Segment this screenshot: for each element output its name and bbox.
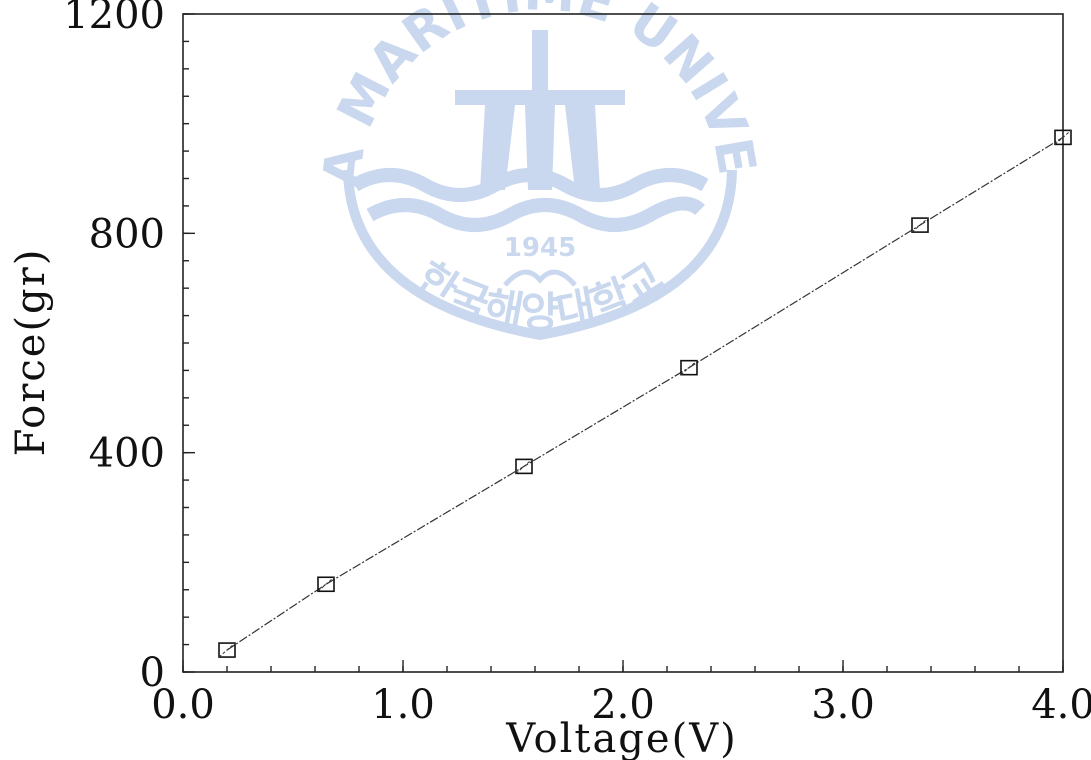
x-tick-label: 0.0: [151, 682, 215, 728]
y-axis-tick-labels: 0 400 800 1200: [63, 0, 165, 696]
university-seal-watermark: KOREA MARITIME UNIVERSITY 1945 한국해양대학교: [0, 0, 767, 341]
seal-wave-2: [366, 196, 705, 232]
y-tick-label: 400: [89, 431, 165, 477]
data-point: [911, 217, 929, 233]
seal-korean-text: 한국해양대학교: [408, 252, 672, 336]
marker-diagonal: [1054, 129, 1072, 145]
marker-diagonal: [680, 360, 698, 376]
y-tick-label: 800: [89, 211, 165, 257]
x-tick-label: 2.0: [591, 682, 655, 728]
data-point: [680, 359, 698, 376]
x-tick-label: 1.0: [371, 682, 435, 728]
x-tick-label: 4.0: [1031, 682, 1091, 728]
x-axis-ticks: [182, 660, 1064, 672]
square-marker: [218, 642, 236, 658]
y-axis-ticks: [183, 13, 195, 673]
data-point: [515, 458, 533, 475]
x-tick-label: 3.0: [811, 682, 875, 728]
square-marker: [1054, 129, 1072, 146]
plot-frame: [182, 13, 1064, 673]
marker-diagonal: [317, 576, 335, 592]
square-marker: [680, 359, 698, 376]
marker-diagonal: [911, 217, 929, 233]
x-axis-tick-labels: 0.0 1.0 2.0 3.0 4.0: [151, 682, 1091, 728]
y-tick-label: 1200: [63, 0, 165, 38]
seal-mast-shape: [532, 30, 548, 92]
square-marker: [317, 576, 335, 593]
y-tick-label: 0: [140, 650, 165, 696]
x-axis-title: Voltage(V): [505, 716, 737, 760]
series-group: [218, 129, 1072, 658]
series-line: [226, 136, 1064, 651]
square-marker: [515, 458, 533, 475]
seal-year: 1945: [504, 233, 576, 263]
data-point: [218, 642, 236, 658]
marker-diagonal: [515, 458, 533, 474]
square-marker: [911, 217, 929, 233]
seal-ring: [343, 169, 737, 341]
data-point: [1054, 129, 1072, 146]
seal-wave-1: [351, 168, 709, 202]
seal-book-icon: [503, 269, 577, 287]
y-axis-title: Force(gr): [8, 248, 54, 457]
marker-diagonal: [218, 642, 236, 658]
data-point: [317, 576, 335, 593]
seal-tower-shape: [455, 90, 625, 190]
